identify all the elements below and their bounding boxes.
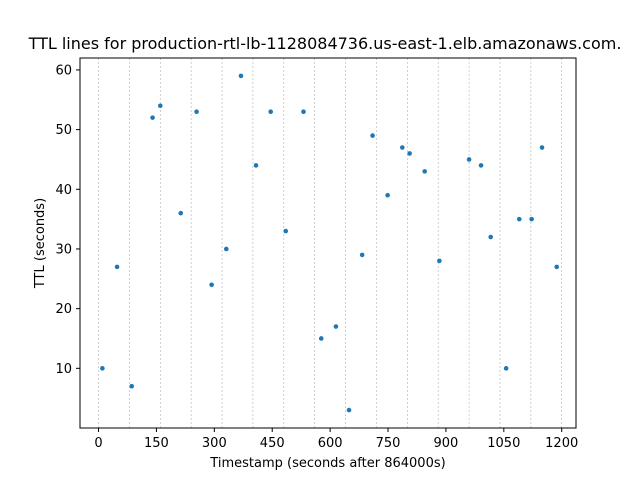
plot-frame xyxy=(79,57,577,429)
x-tick-label: 150 xyxy=(144,436,169,451)
data-point xyxy=(554,264,560,270)
data-point xyxy=(400,145,405,150)
y-axis-label: TTL (seconds) xyxy=(33,198,48,289)
x-tick-label: 0 xyxy=(94,436,102,451)
data-point xyxy=(503,366,509,371)
data-point xyxy=(385,192,390,198)
y-tick-label: 10 xyxy=(55,362,72,377)
x-axis-label: Timestamp (seconds after 864000s) xyxy=(209,456,445,471)
data-point xyxy=(370,133,375,138)
data-point xyxy=(333,324,339,329)
data-point xyxy=(268,109,273,115)
data-point xyxy=(529,216,534,222)
data-point xyxy=(150,115,155,120)
data-point xyxy=(539,145,545,150)
data-point xyxy=(478,163,484,168)
data-point xyxy=(359,252,365,258)
x-tick-label: 750 xyxy=(376,436,401,451)
data-point xyxy=(437,258,442,264)
data-point xyxy=(488,234,493,240)
data-point xyxy=(194,109,199,115)
data-point xyxy=(157,103,163,109)
x-tick-label: 1200 xyxy=(545,436,578,451)
y-tick-label: 60 xyxy=(55,63,72,78)
data-point xyxy=(318,336,324,341)
data-point xyxy=(466,157,472,162)
y-tick-label: 40 xyxy=(55,183,72,198)
data-point xyxy=(283,228,289,234)
chart-title: TTL lines for production-rtl-lb-11280847… xyxy=(28,34,622,53)
data-point xyxy=(114,264,120,270)
x-tick-label: 450 xyxy=(260,436,285,451)
grid-lines xyxy=(98,58,563,428)
data-points xyxy=(100,73,560,413)
data-point xyxy=(238,73,244,79)
x-tick-label: 1050 xyxy=(487,436,520,451)
x-axis-ticks: 0 150 300 450 600 750 900 1050 1200 xyxy=(94,428,578,451)
y-axis-ticks: 10 20 30 40 50 60 xyxy=(55,63,80,377)
data-point xyxy=(407,151,412,156)
data-point xyxy=(253,163,259,168)
data-point xyxy=(129,383,135,389)
data-point xyxy=(100,366,105,371)
x-tick-label: 600 xyxy=(318,436,343,451)
data-point xyxy=(223,246,229,252)
data-point xyxy=(209,282,214,288)
x-tick-label: 300 xyxy=(202,436,227,451)
data-point xyxy=(178,210,184,216)
x-tick-label: 900 xyxy=(434,436,459,451)
y-tick-label: 30 xyxy=(55,242,72,257)
data-point xyxy=(422,169,427,174)
y-tick-label: 50 xyxy=(55,123,72,138)
data-point xyxy=(516,216,522,222)
data-point xyxy=(346,407,352,413)
data-point xyxy=(301,109,306,115)
y-tick-label: 20 xyxy=(55,302,72,317)
